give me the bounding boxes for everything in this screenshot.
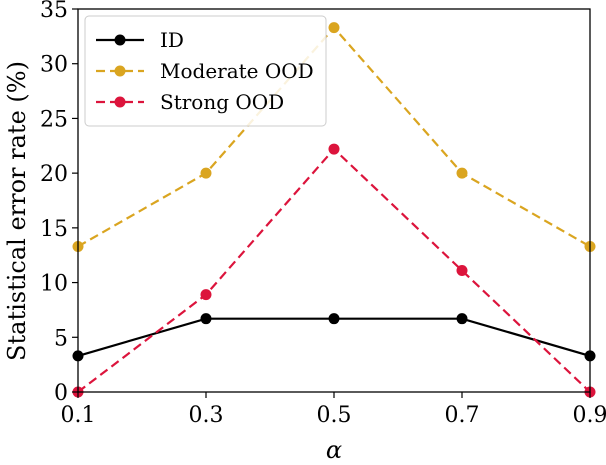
data-point-strong-ood	[328, 143, 340, 155]
legend-item-strong-ood: Strong OOD	[96, 90, 284, 114]
series-line-id	[77, 317, 591, 357]
x-tick-label: 0.5	[317, 403, 352, 428]
legend-label: Moderate OOD	[160, 59, 314, 83]
x-tick-label: 0.3	[189, 403, 224, 428]
x-axis-title: α	[326, 436, 342, 464]
y-tick-label: 20	[40, 162, 68, 187]
y-tick-label: 15	[40, 217, 68, 242]
legend-box	[84, 15, 327, 127]
legend-item-id: ID	[96, 28, 184, 52]
data-point-strong-ood	[200, 289, 212, 301]
data-point-moderate-ood	[456, 167, 468, 179]
series-line-strong-ood	[77, 147, 591, 393]
series-strong-ood	[72, 143, 596, 398]
x-tick-label: 0.9	[573, 403, 606, 428]
data-point-moderate-ood	[328, 22, 340, 34]
legend-label: ID	[160, 28, 184, 52]
legend-label: Strong OOD	[160, 90, 284, 114]
y-tick-label: 5	[54, 326, 68, 351]
y-tick-label: 35	[40, 0, 68, 23]
y-tick-label: 25	[40, 107, 68, 132]
y-tick-label: 0	[54, 381, 68, 406]
legend-marker	[114, 96, 126, 108]
data-point-moderate-ood	[200, 167, 212, 179]
legend-item-moderate-ood: Moderate OOD	[96, 59, 314, 83]
legend-marker	[114, 65, 126, 77]
data-point-strong-ood	[456, 265, 468, 277]
legend: ID Moderate OOD Strong OOD	[84, 15, 327, 127]
data-point-id	[200, 313, 212, 325]
legend-marker	[114, 34, 126, 46]
x-tick-label: 0.1	[61, 403, 96, 428]
data-point-id	[328, 313, 340, 325]
data-point-id	[456, 313, 468, 325]
x-tick-label: 0.7	[445, 403, 480, 428]
y-axis-title: Statistical error rate (%)	[3, 61, 31, 361]
y-tick-label: 10	[40, 272, 68, 297]
y-tick-label: 30	[40, 53, 68, 78]
